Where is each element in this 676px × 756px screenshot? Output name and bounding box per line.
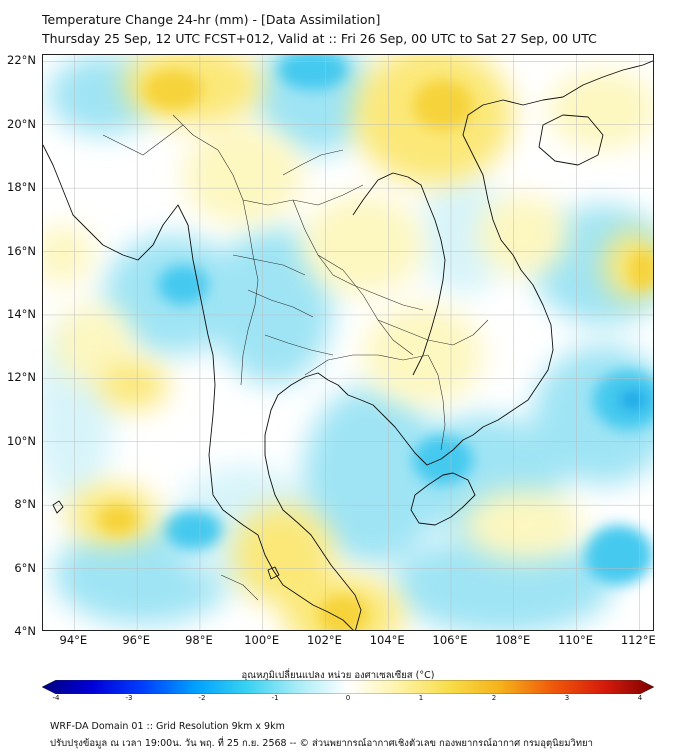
longitude-label: 100°E [244,633,280,647]
footer-credit: ปรับปรุงข้อมูล ณ เวลา 19:00น. วัน พฤ. ที… [50,738,593,749]
strong-warming-field [98,70,653,630]
footer-domain-info: WRF-DA Domain 01 :: Grid Resolution 9km … [50,721,285,732]
colorbar-tick-label: 2 [491,694,497,702]
latitude-label: 8°N [14,497,36,512]
colorbar-title: อุณหภูมิเปลี่ยนแปลง หน่วย องศาเซลเซียส (… [241,670,435,681]
latitude-label: 12°N [7,370,36,385]
longitude-label: 110°E [558,633,594,647]
country-borders [102,114,489,601]
colorbar-tick-label: 1 [418,694,424,702]
latitude-label: 18°N [7,180,36,195]
longitude-label: 102°E [306,633,342,647]
latitude-label: 20°N [7,116,36,131]
latitude-label: 22°N [7,53,36,68]
map-title: Temperature Change 24-hr (mm) - [Data As… [42,12,381,27]
latitude-label: 10°N [7,433,36,448]
colorbar-tick-label: 4 [637,694,643,702]
map-frame [42,54,654,631]
warming-field [43,55,653,630]
colorbar-tick-label: -1 [271,694,279,702]
latitude-label: 6°N [14,560,36,575]
longitude-label: 112°E [620,633,656,647]
longitude-label: 98°E [185,633,213,647]
colorbar [42,680,654,694]
colorbar-tick-label: 0 [345,694,351,702]
map-subtitle: Thursday 25 Sep, 12 UTC FCST+012, Valid … [42,31,597,46]
coastlines [43,60,653,630]
lat-lon-grid [43,55,653,630]
longitude-label: 94°E [59,633,88,647]
latitude-label: 4°N [14,624,36,638]
colorbar-tick-label: -4 [52,694,60,702]
colorbar-gradient [42,680,654,694]
longitude-label: 108°E [495,633,531,647]
colorbar-tick-label: -2 [198,694,206,702]
strong-cooling-field [158,55,653,585]
colorbar-tick-label: 3 [564,694,570,702]
colorbar-tick-label: -3 [125,694,133,702]
temperature-change-map [43,55,653,630]
longitude-label: 104°E [369,633,405,647]
longitude-label: 106°E [432,633,468,647]
latitude-label: 14°N [7,306,36,321]
longitude-label: 96°E [122,633,150,647]
latitude-label: 16°N [7,243,36,258]
